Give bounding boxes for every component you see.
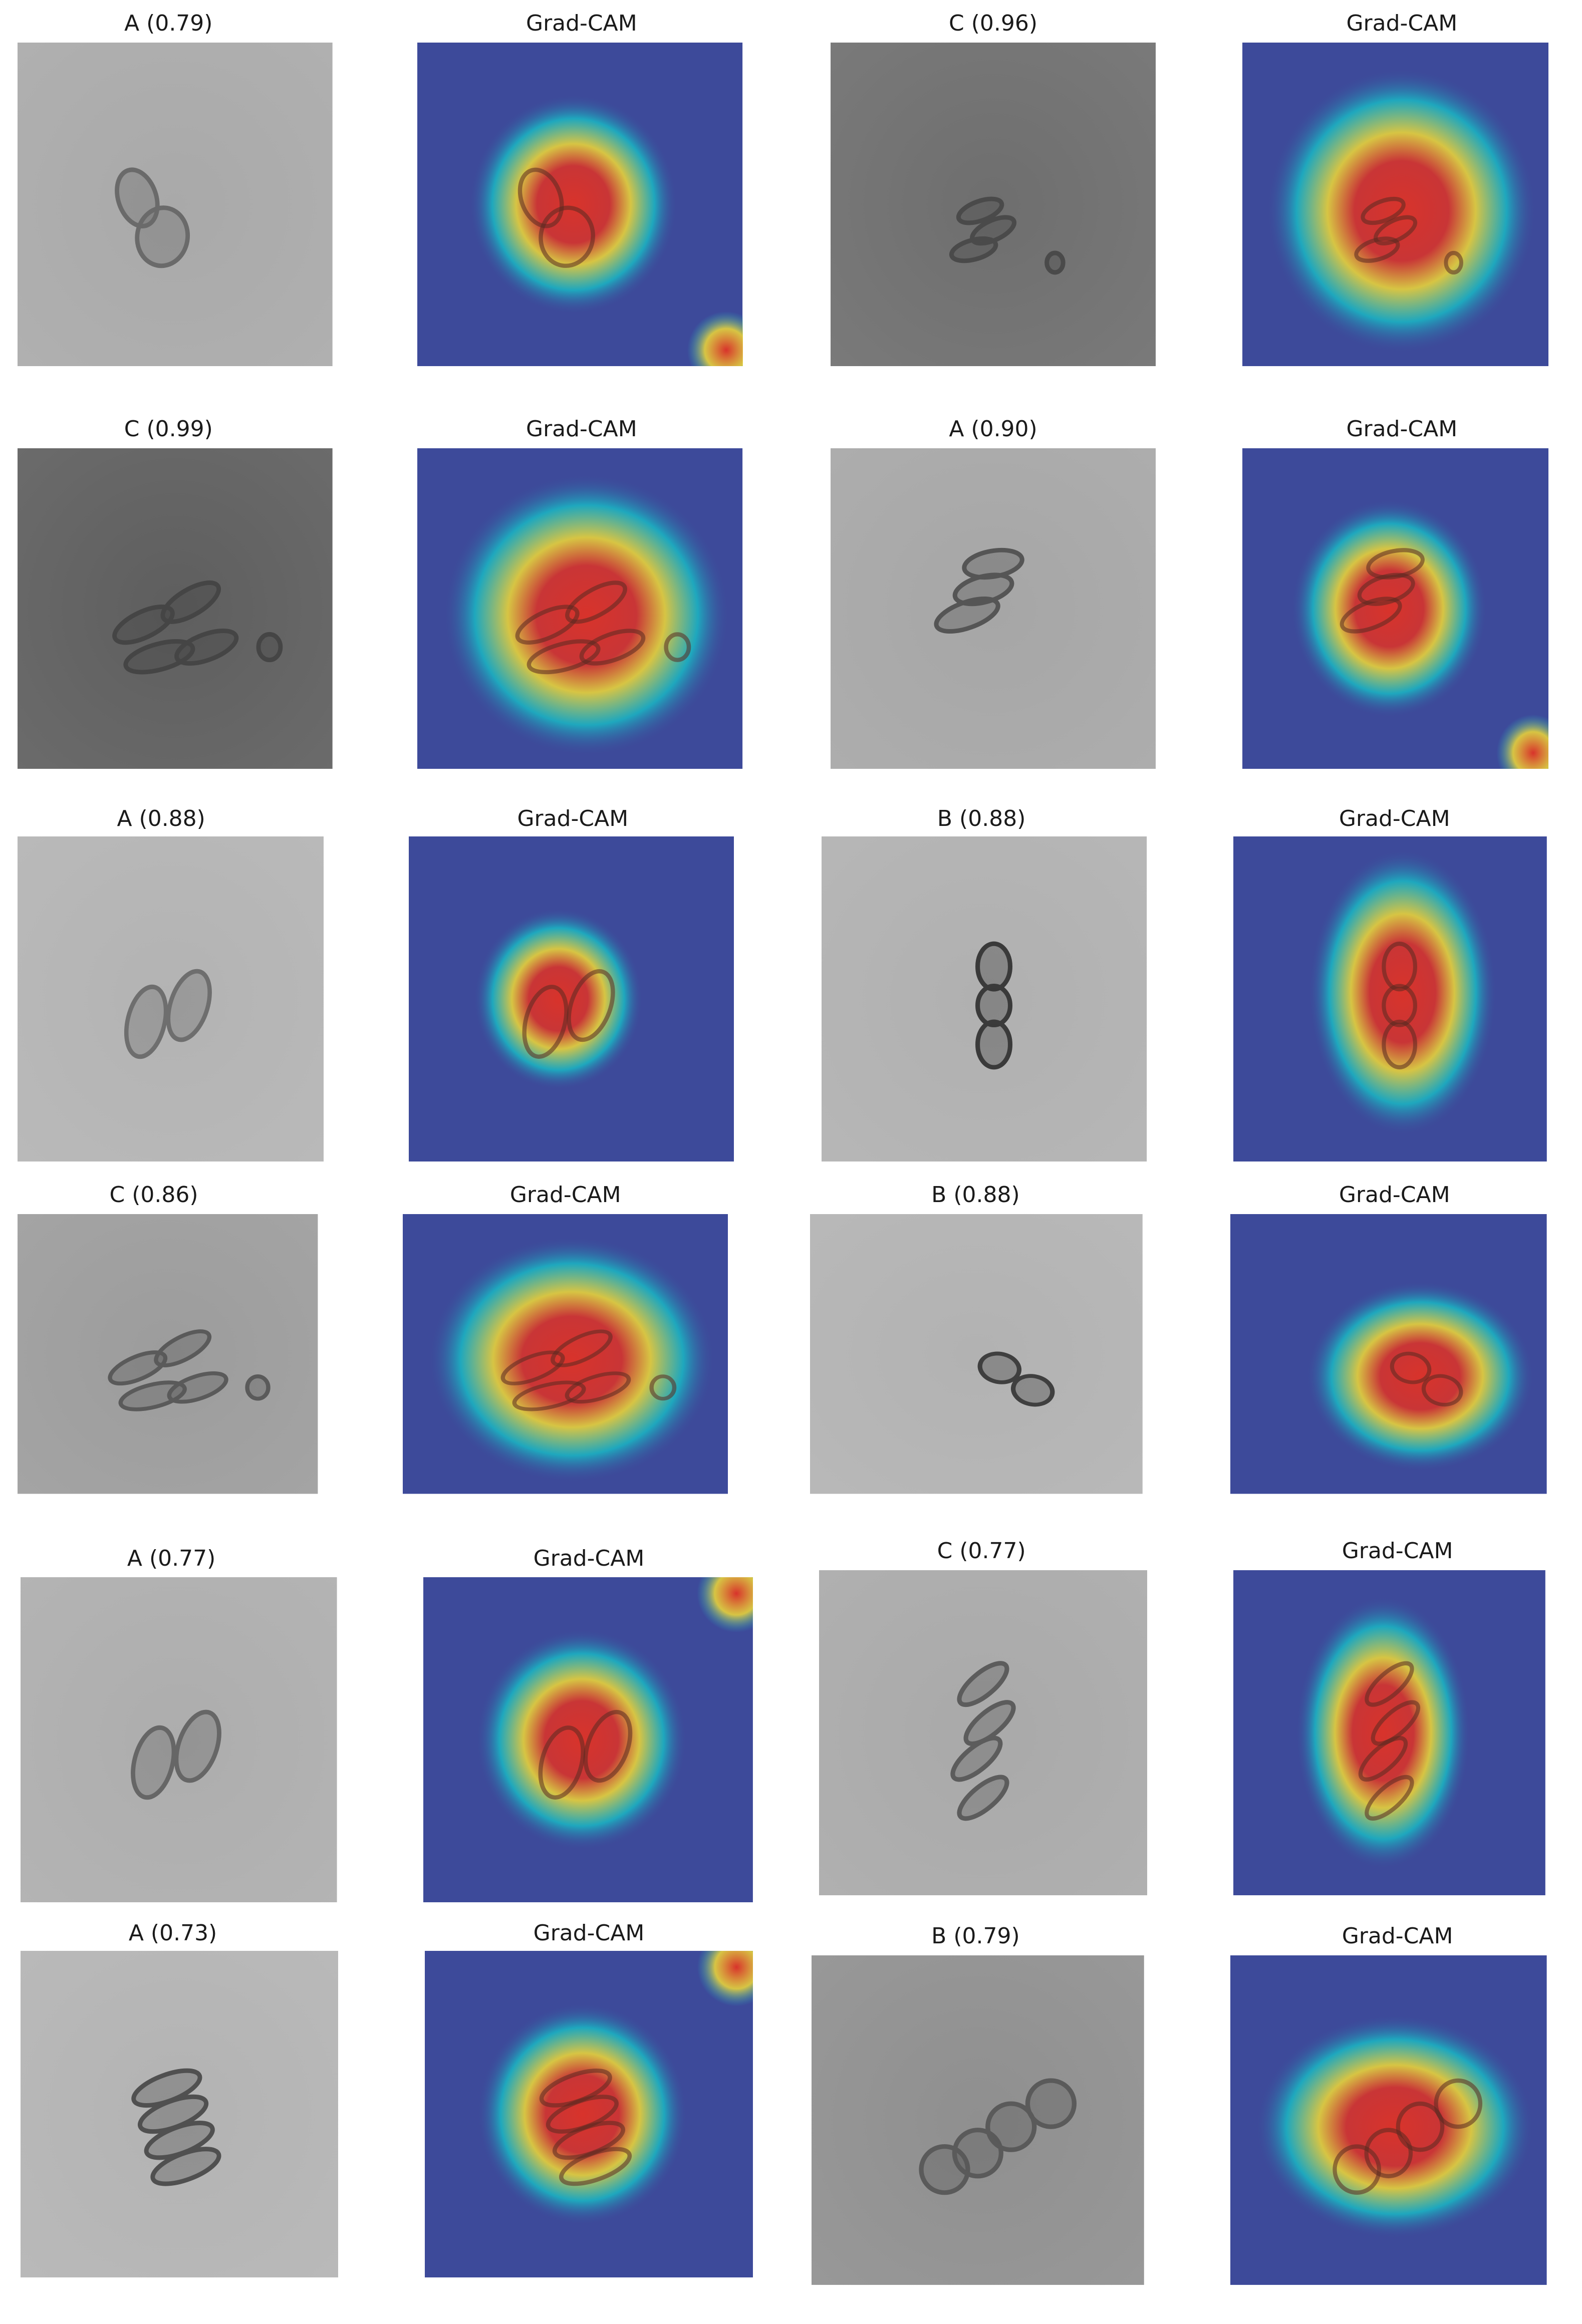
algae-cell — [977, 1351, 1022, 1384]
algae-cell — [123, 639, 195, 675]
algae-cell — [963, 1699, 1016, 1746]
algae-cell — [934, 596, 1000, 634]
microscopy-image — [20, 1577, 337, 1903]
gradcam-heatmap-image — [424, 1950, 753, 2277]
gradcam-heatmap-image — [417, 448, 743, 769]
gradcam-panel-title: Grad-CAM — [533, 1920, 645, 1946]
prediction-panel-title: C (0.86) — [109, 1182, 198, 1208]
gradcam-activation-region — [1295, 1596, 1471, 1869]
gradcam-panel-title: Grad-CAM — [1346, 416, 1458, 442]
algae-cell — [1025, 2078, 1077, 2129]
prediction-panel-title: A (0.77) — [127, 1545, 216, 1571]
algae-cell — [245, 1374, 271, 1401]
gradcam-heatmap-image — [1233, 836, 1547, 1161]
algae-cell — [174, 628, 239, 666]
gradcam-panel-title: Grad-CAM — [525, 11, 637, 37]
gradcam-heatmap-image — [1233, 1570, 1545, 1895]
algae-cell — [952, 2127, 1003, 2179]
gradcam-heatmap-image — [1230, 1955, 1547, 2285]
prediction-panel-title: C (0.77) — [937, 1538, 1026, 1564]
algae-cell — [167, 1371, 228, 1404]
microscopy-image — [18, 1214, 318, 1494]
microscopy-image — [811, 1955, 1144, 2285]
gradcam-heatmap-image — [408, 836, 734, 1161]
prediction-panel-title: A (0.79) — [124, 11, 213, 37]
microscopy-image — [830, 42, 1156, 367]
algae-cell — [112, 604, 175, 645]
gradcam-activation-region — [1308, 849, 1497, 1135]
gradcam-heatmap-image — [417, 42, 743, 367]
microscopy-image — [18, 836, 324, 1161]
prediction-panel-title: B (0.79) — [931, 1923, 1020, 1949]
gradcam-heatmap-image — [1230, 1214, 1547, 1494]
gradcam-panel-title: Grad-CAM — [1339, 1182, 1450, 1208]
gradcam-activation-region — [1255, 2014, 1534, 2239]
algae-cell — [256, 632, 283, 662]
algae-cell — [956, 1775, 1009, 1821]
gradcam-panel-title: Grad-CAM — [1342, 1923, 1453, 1949]
microscopy-image — [819, 1570, 1147, 1895]
gradcam-activation-region — [473, 908, 643, 1090]
gradcam-activation-region — [477, 2003, 687, 2225]
algae-cell — [150, 2146, 221, 2186]
microscopy-image — [830, 448, 1156, 769]
microscopy-image — [822, 836, 1147, 1161]
gradcam-panel-title: Grad-CAM — [517, 805, 629, 831]
microscopy-image — [18, 448, 333, 769]
prediction-panel-title: B (0.88) — [937, 805, 1026, 831]
prediction-panel-title: C (0.96) — [949, 11, 1038, 37]
algae-cell — [135, 205, 190, 268]
gradcam-heatmap-image — [403, 1214, 728, 1494]
gradcam-panel-title: Grad-CAM — [1339, 805, 1450, 831]
algae-cell — [160, 580, 221, 624]
algae-cell — [154, 1329, 212, 1368]
gradcam-activation-region — [429, 1236, 715, 1483]
algae-cell — [166, 969, 212, 1042]
prediction-panel-title: C (0.99) — [124, 416, 213, 442]
algae-cell — [124, 984, 168, 1059]
gradcam-corner-hotspot — [1496, 714, 1548, 769]
algae-cell — [1010, 1374, 1055, 1407]
gradcam-activation-region — [469, 94, 678, 315]
algae-cell — [975, 1019, 1013, 1070]
algae-cell — [118, 1380, 187, 1411]
algae-cell — [108, 1350, 168, 1386]
algae-cell — [956, 196, 1004, 225]
gradcam-heatmap-image — [1242, 42, 1548, 367]
prediction-panel-title: A (0.73) — [128, 1920, 217, 1946]
algae-cell — [950, 1735, 1003, 1782]
gradcam-activation-region — [1291, 499, 1487, 718]
gradcam-corner-hotspot — [687, 311, 743, 367]
microscopy-image — [18, 42, 333, 367]
algae-cell — [130, 1725, 176, 1800]
gradcam-activation-region — [443, 473, 730, 756]
gradcam-heatmap-image — [423, 1577, 753, 1903]
algae-cell — [975, 941, 1013, 992]
prediction-panel-title: A (0.90) — [949, 416, 1037, 442]
gradcam-panel-title: Grad-CAM — [525, 416, 637, 442]
gradcam-heatmap-image — [1242, 448, 1548, 769]
gradcam-corner-hotspot — [697, 1577, 753, 1633]
gradcam-activation-region — [1306, 1281, 1534, 1472]
algae-cell — [975, 983, 1013, 1027]
algae-cell — [949, 236, 998, 263]
gradcam-panel-title: Grad-CAM — [533, 1545, 645, 1571]
gradcam-corner-hotspot — [697, 1950, 753, 2006]
algae-cell — [952, 572, 1014, 606]
microscopy-image — [20, 1950, 339, 2277]
gradcam-panel-title: Grad-CAM — [509, 1182, 621, 1208]
algae-cell — [985, 2101, 1037, 2152]
algae-cell — [174, 1709, 221, 1783]
prediction-panel-title: A (0.88) — [117, 805, 205, 831]
algae-cell — [956, 1660, 1009, 1707]
gradcam-panel-title: Grad-CAM — [1346, 11, 1458, 37]
prediction-panel-title: B (0.88) — [931, 1182, 1020, 1208]
gradcam-panel-title: Grad-CAM — [1342, 1538, 1453, 1564]
algae-cell — [1044, 250, 1066, 275]
microscopy-image — [810, 1214, 1143, 1494]
